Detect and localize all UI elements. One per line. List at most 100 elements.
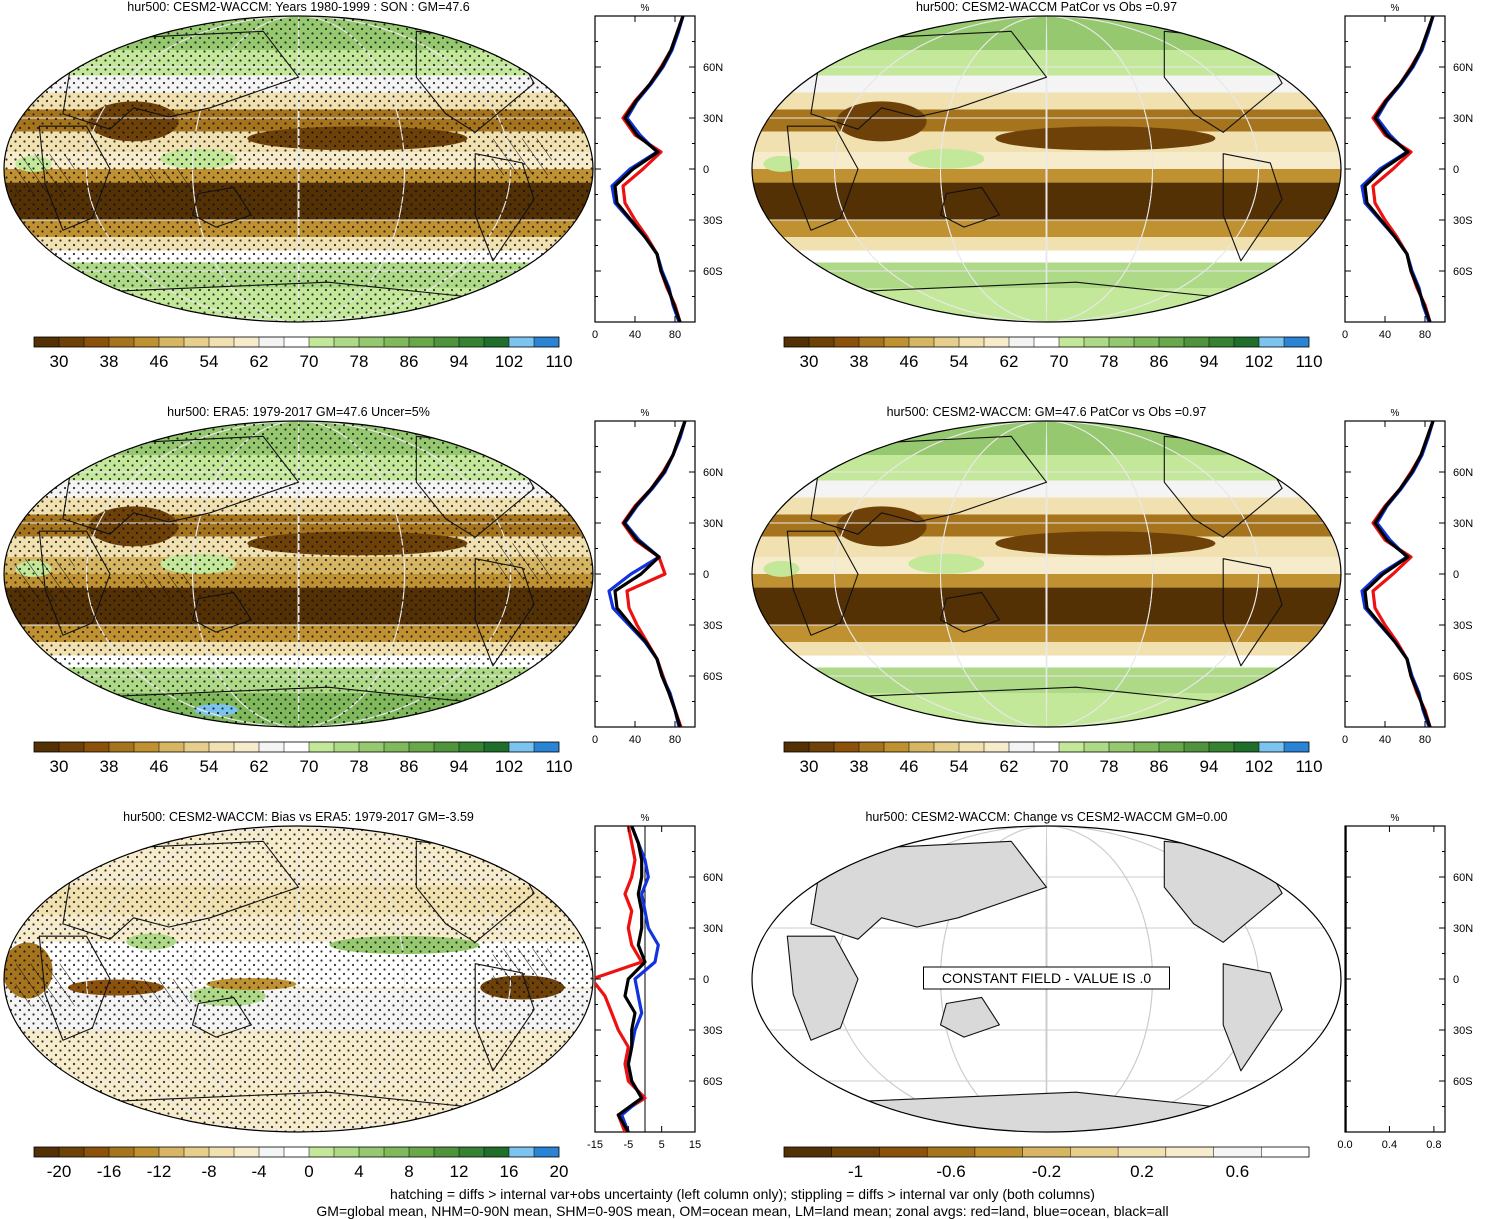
colorbar-box xyxy=(1084,337,1109,347)
colorbar-box xyxy=(1209,742,1234,752)
colorbar-box xyxy=(909,337,934,347)
panel-title: hur500: CESM2-WACCM: GM=47.6 PatCor vs O… xyxy=(887,405,1207,419)
zonal-unit: % xyxy=(641,408,650,419)
colorbar-box xyxy=(134,742,159,752)
colorbar-box xyxy=(784,1147,832,1157)
map-border xyxy=(3,825,594,1133)
graticule-meridian xyxy=(1045,16,1048,322)
colorbar-box xyxy=(534,337,559,347)
colorbar-box xyxy=(259,337,284,347)
colorbar-label: 30 xyxy=(800,757,819,776)
colorbar-box xyxy=(1109,742,1134,752)
colorbar-label: -20 xyxy=(47,1162,72,1181)
colorbar-box xyxy=(409,742,434,752)
colorbar-box xyxy=(309,337,334,347)
colorbar-box xyxy=(159,337,184,347)
colorbar-label: 46 xyxy=(150,757,169,776)
x-tick-label: 0.8 xyxy=(1426,1139,1441,1151)
colorbar-box xyxy=(34,337,59,347)
graticule-meridian xyxy=(833,421,1260,727)
colorbar-label: 12 xyxy=(450,1162,469,1181)
colorbar-box xyxy=(1234,742,1259,752)
colorbar-label: 110 xyxy=(545,352,572,371)
lat-tick-label: 60N xyxy=(703,62,723,74)
colorbar-box xyxy=(534,1147,559,1157)
colorbar-box xyxy=(1134,337,1159,347)
colorbar-label: 78 xyxy=(350,352,369,371)
colorbar-box xyxy=(184,337,209,347)
lat-tick-label: 60N xyxy=(1453,872,1473,884)
colorbar-box xyxy=(959,742,984,752)
x-tick-label: 40 xyxy=(629,734,641,746)
colorbar-box xyxy=(859,337,884,347)
lat-tick-label: 30N xyxy=(1453,518,1473,530)
continent-outline xyxy=(810,30,1048,130)
colorbar-box xyxy=(459,337,484,347)
colorbar-label: 70 xyxy=(300,352,319,371)
zonal-plot-p6: 60N 30N 0 30S 60S 0.0 0.4 0.8% xyxy=(1337,813,1473,1151)
colorbar-label: 94 xyxy=(450,352,469,371)
colorbar-box xyxy=(1261,1147,1309,1157)
panel-title: hur500: CESM2-WACCM: Years 1980-1999 : S… xyxy=(127,0,469,14)
colorbar-box xyxy=(309,742,334,752)
colorbar-label: 20 xyxy=(550,1162,569,1181)
colorbar-box xyxy=(384,337,409,347)
colorbar-box xyxy=(309,1147,334,1157)
colorbar-box xyxy=(1213,1147,1262,1157)
colorbar-box xyxy=(1165,1147,1214,1157)
map-border xyxy=(751,825,1342,1133)
colorbar-box xyxy=(1084,742,1109,752)
colorbar-box xyxy=(1034,337,1059,347)
colorbar-box xyxy=(234,337,259,347)
x-tick-label: 80 xyxy=(1419,329,1431,341)
zonal-plot-p2: 60N 30N 0 30S 60S 0 40 80% xyxy=(1342,3,1473,341)
colorbar-label: 30 xyxy=(50,352,69,371)
colorbar-label: 54 xyxy=(200,352,219,371)
moist-patch xyxy=(908,553,985,574)
x-tick-label: -15 xyxy=(587,1139,603,1151)
continent-outline xyxy=(786,935,859,1041)
colorbar-label: 16 xyxy=(500,1162,519,1181)
x-tick-label: 80 xyxy=(1419,734,1431,746)
colorbar-box xyxy=(84,337,109,347)
colorbar-box xyxy=(1184,337,1209,347)
graticule-meridian xyxy=(1045,421,1048,727)
colorbar-box xyxy=(909,742,934,752)
colorbar-box xyxy=(809,742,834,752)
colorbar-box xyxy=(134,1147,159,1157)
colorbar-box xyxy=(859,742,884,752)
zonal-unit: % xyxy=(1391,408,1400,419)
constant-field-box xyxy=(923,966,1170,990)
hatching xyxy=(133,979,193,1004)
colorbar-box xyxy=(359,337,384,347)
lat-tick-label: 30N xyxy=(703,518,723,530)
lat-tick-label: 30S xyxy=(703,620,723,632)
colorbar-box xyxy=(934,337,959,347)
lat-tick-label: 60S xyxy=(703,671,723,683)
colorbar-frame xyxy=(783,336,1310,348)
lat-tick-label: 60S xyxy=(1453,266,1473,278)
colorbar-label: 54 xyxy=(950,757,969,776)
map-p3 xyxy=(3,420,594,728)
map-border xyxy=(3,15,594,323)
colorbar-box xyxy=(1059,337,1084,347)
colorbar-label: -4 xyxy=(251,1162,266,1181)
map-border xyxy=(751,15,1342,323)
zonal-plot-p5: 60N 30N 0 30S 60S -15 -5 5 15% xyxy=(587,813,723,1151)
colorbar-label: 70 xyxy=(1050,757,1069,776)
colorbar-box xyxy=(259,742,284,752)
colorbar-label: 54 xyxy=(200,757,219,776)
colorbar-box xyxy=(334,1147,359,1157)
lat-tick-label: 60S xyxy=(1453,671,1473,683)
dry-patch xyxy=(836,101,927,142)
lat-tick-label: 60S xyxy=(703,266,723,278)
colorbar-box xyxy=(359,742,384,752)
continent-outline xyxy=(786,530,859,636)
lat-tick-label: 0 xyxy=(703,164,709,176)
colorbar-box xyxy=(434,742,459,752)
colorbar-box xyxy=(1184,742,1209,752)
colorbar-label: 78 xyxy=(350,757,369,776)
lat-tick-label: 60S xyxy=(1453,1076,1473,1088)
colorbar-frame xyxy=(33,336,560,348)
colorbar-label: -12 xyxy=(147,1162,172,1181)
